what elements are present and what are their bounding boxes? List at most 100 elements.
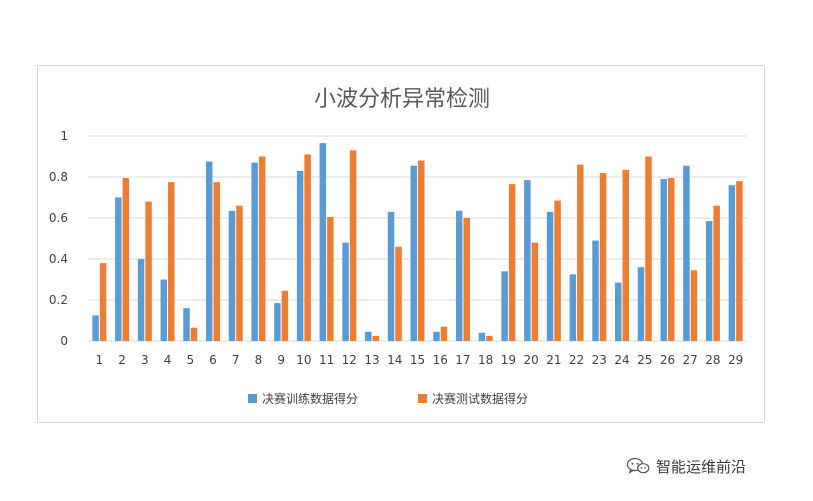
- x-tick-label: 19: [501, 353, 516, 367]
- bar-train: [637, 267, 645, 341]
- bar-train: [365, 331, 372, 341]
- x-tick-label: 17: [455, 353, 470, 367]
- chart-frame: 小波分析异常检测 0 0.2 0.4 0.6 0.8 1 1 2 3 4 5 6 7 8 9 10 11 12 1…: [37, 65, 765, 423]
- bar-test: [190, 327, 198, 341]
- bar-test: [554, 200, 561, 341]
- x-tick-label: 24: [614, 353, 629, 367]
- bar-train: [92, 315, 99, 341]
- x-tick-label: 28: [705, 353, 720, 367]
- y-tick-label: 0.2: [49, 293, 68, 307]
- x-tick-label: 8: [255, 353, 263, 367]
- bar-test: [304, 154, 311, 341]
- x-tick-label: 5: [186, 353, 194, 367]
- y-tick-label: 0.6: [49, 211, 68, 225]
- x-tick-label: 21: [546, 353, 561, 367]
- bar-test: [349, 150, 357, 341]
- x-tick-label: 4: [164, 353, 172, 367]
- x-axis-ticks: 1 2 3 4 5 6 7 8 9 10 11 12 13 14 15 16 17 18 19 20 21 22 23 24 2…: [96, 353, 744, 367]
- x-tick-label: 23: [592, 353, 607, 367]
- chart-title: 小波分析异常检测: [314, 87, 490, 112]
- bar-train: [728, 185, 736, 341]
- legend: 决赛训练数据得分 决赛测试数据得分: [248, 391, 528, 406]
- bar-train: [705, 221, 713, 341]
- y-tick-label: 0: [60, 334, 68, 348]
- x-tick-label: 7: [232, 353, 240, 367]
- x-tick-label: 3: [141, 353, 149, 367]
- bar-test: [531, 242, 539, 341]
- legend-swatch-test: [418, 394, 427, 403]
- x-tick-label: 18: [478, 353, 493, 367]
- bar-test: [327, 216, 334, 341]
- bar-test: [440, 326, 448, 341]
- bar-test: [258, 156, 266, 341]
- x-tick-label: 13: [364, 353, 379, 367]
- x-tick-label: 22: [569, 353, 584, 367]
- bar-train: [592, 240, 599, 341]
- bar-train: [569, 274, 577, 341]
- bar-test: [508, 184, 516, 341]
- chart-svg: 小波分析异常检测 00.20.40.60.81 1 2 3 4 5 6 7 8 9 10 11 12 1…: [49, 87, 747, 406]
- bar-train: [251, 162, 258, 341]
- bar-train: [387, 211, 395, 341]
- y-tick-label: 0.8: [49, 170, 68, 184]
- watermark: 智能运维前沿: [626, 454, 746, 478]
- y-tick-label: 0.4: [49, 252, 68, 266]
- watermark-text: 智能运维前沿: [656, 457, 747, 476]
- x-tick-label: 12: [342, 353, 357, 367]
- bar-test: [463, 218, 470, 341]
- bar-train: [296, 170, 304, 341]
- bar-train: [115, 197, 122, 341]
- bar-train: [410, 165, 417, 341]
- legend-swatch-train: [248, 394, 257, 403]
- bar-train: [274, 303, 281, 341]
- legend-label-train: 决赛训练数据得分: [262, 391, 358, 406]
- bar-train: [524, 180, 531, 341]
- bar-test: [622, 169, 630, 341]
- bar-train: [478, 332, 486, 341]
- bar-test: [418, 160, 425, 341]
- x-tick-label: 20: [523, 353, 538, 367]
- bar-train: [342, 242, 349, 341]
- bar-test: [667, 178, 675, 341]
- bar-train: [501, 271, 508, 341]
- bar-train: [228, 210, 236, 341]
- x-tick-label: 10: [296, 353, 311, 367]
- x-tick-label: 1: [96, 353, 104, 367]
- bar-train: [183, 308, 190, 341]
- bars: [92, 143, 743, 341]
- bar-train: [137, 259, 145, 341]
- bar-test: [145, 201, 152, 341]
- legend-label-test: 决赛测试数据得分: [432, 391, 528, 406]
- y-axis-ticks: 0 0.2 0.4 0.6 0.8 1: [49, 129, 68, 348]
- bar-test: [281, 290, 289, 341]
- bar-train: [455, 210, 463, 341]
- x-tick-label: 26: [660, 353, 675, 367]
- bar-test: [168, 182, 175, 341]
- bar-test: [236, 205, 243, 341]
- wechat-icon: [626, 457, 650, 474]
- bar-train: [546, 211, 554, 341]
- x-tick-label: 9: [277, 353, 285, 367]
- bar-test: [486, 335, 493, 341]
- x-tick-label: 11: [319, 353, 334, 367]
- bar-test: [736, 181, 743, 341]
- bar-test: [599, 172, 607, 341]
- x-tick-label: 25: [637, 353, 652, 367]
- bar-train: [660, 179, 667, 341]
- bar-train: [615, 282, 622, 341]
- bar-test: [395, 246, 402, 341]
- gridlines: [88, 135, 747, 342]
- bar-train: [205, 161, 213, 341]
- bar-test: [577, 164, 584, 341]
- y-tick-label: 1: [60, 129, 68, 143]
- bar-train: [319, 143, 327, 341]
- bar-train: [683, 165, 690, 341]
- bar-test: [690, 270, 698, 341]
- x-tick-label: 6: [209, 353, 217, 367]
- x-tick-label: 16: [433, 353, 448, 367]
- bar-train: [160, 279, 168, 341]
- x-tick-label: 15: [410, 353, 425, 367]
- bar-test: [645, 156, 652, 341]
- x-tick-label: 2: [118, 353, 126, 367]
- bar-test: [213, 182, 220, 341]
